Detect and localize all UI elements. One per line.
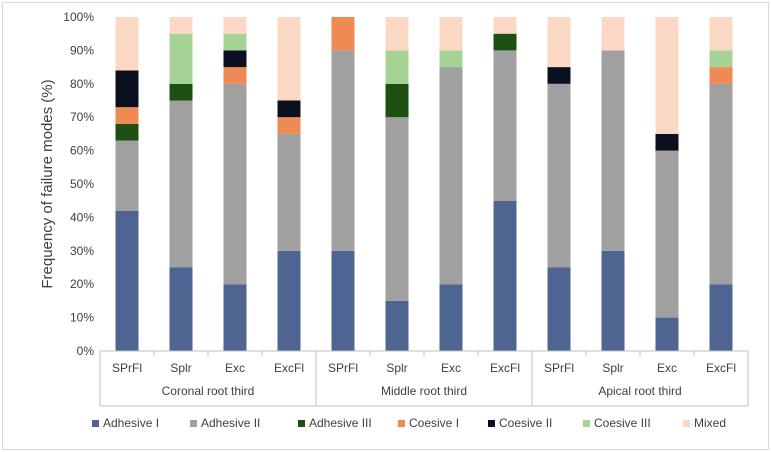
group-label: Coronal root third [162,384,255,398]
bar-segment [115,210,139,351]
legend-label: Mixed [694,416,726,430]
category-label: Exc [441,361,461,375]
y-tick-label: 50% [70,177,94,191]
bar-segment [277,17,301,101]
bar-segment [115,140,139,211]
category-label: SPrFl [328,361,358,375]
y-tick-label: 20% [70,277,94,291]
y-tick-label: 100% [63,10,94,24]
bar-segment [547,83,571,268]
category-label: Splr [602,361,623,375]
category-label: Exc [657,361,677,375]
bar-segment [115,123,139,141]
bar-segment [223,17,247,34]
bar-segment [709,83,733,285]
category-label: ExcFl [490,361,520,375]
category-label: SPrFl [544,361,574,375]
bar-segment [385,83,409,118]
y-tick-label: 0% [77,344,95,358]
bar-segment [277,133,301,251]
bar-segment [709,17,733,51]
bar-segment [223,50,247,68]
bar-segment [493,33,517,51]
group-label: Apical root third [598,384,681,398]
bar-segment [223,67,247,84]
bar-segment [223,284,247,351]
bar-segment [547,267,571,351]
bar-segment [115,107,139,124]
y-axis-title: Frequency of failure modes (%) [39,79,56,288]
category-label: SPrFl [112,361,142,375]
bar-segment [601,250,625,351]
bar-segment [385,117,409,301]
bar-segment [385,300,409,351]
bar-segment [547,67,571,84]
legend-label: Coesive II [499,416,552,430]
bar-segment [115,70,139,108]
bar-segment [277,250,301,351]
y-tick-label: 60% [70,144,94,158]
bar-segment [439,284,463,351]
bar-segment [169,83,193,101]
bar-segment [601,17,625,51]
bar-segment [331,17,355,51]
legend-swatch [583,420,590,427]
category-label: ExcFl [274,361,304,375]
bar-segment [655,317,679,351]
bar-segment [277,100,301,118]
bar-segment [169,17,193,34]
bar-segment [385,50,409,84]
legend-swatch [488,420,495,427]
category-label: Splr [170,361,191,375]
legend-swatch [683,420,690,427]
bar-segment [115,17,139,71]
bar-segment [277,117,301,134]
y-tick-label: 40% [70,210,94,224]
category-label: Splr [386,361,407,375]
bar-segment [439,50,463,68]
legend-label: Coesive I [409,416,459,430]
bar-segment [709,50,733,68]
bar-segment [223,83,247,285]
legend-label: Adhesive I [103,416,159,430]
bar-segment [223,33,247,51]
y-tick-label: 70% [70,110,94,124]
legend-swatch [398,420,405,427]
y-tick-label: 90% [70,43,94,57]
legend-swatch [92,420,99,427]
legend-swatch [190,420,197,427]
bar-segment [655,17,679,134]
bar-segment [709,67,733,84]
bar-segment [655,150,679,318]
bar-segment [601,50,625,251]
bar-segment [439,17,463,51]
category-label: Exc [225,361,245,375]
bar-segment [493,17,517,34]
bar-segment [655,133,679,151]
category-label: ExcFl [706,361,736,375]
legend-label: Adhesive II [201,416,260,430]
bar-segment [169,100,193,268]
bar-segment [439,67,463,285]
group-label: Middle root third [381,384,467,398]
bar-segment [493,200,517,351]
bar-segment [169,267,193,351]
legend-label: Adhesive III [309,416,372,430]
y-tick-label: 10% [70,311,94,325]
bar-segment [331,50,355,251]
bar-segment [493,50,517,201]
bar-segment [709,284,733,351]
bar-segment [385,17,409,51]
bar-segment [331,250,355,351]
y-tick-label: 30% [70,244,94,258]
y-tick-label: 80% [70,77,94,91]
legend-label: Coesive III [594,416,651,430]
bar-segment [169,33,193,84]
bar-segment [547,17,571,68]
legend-swatch [298,420,305,427]
